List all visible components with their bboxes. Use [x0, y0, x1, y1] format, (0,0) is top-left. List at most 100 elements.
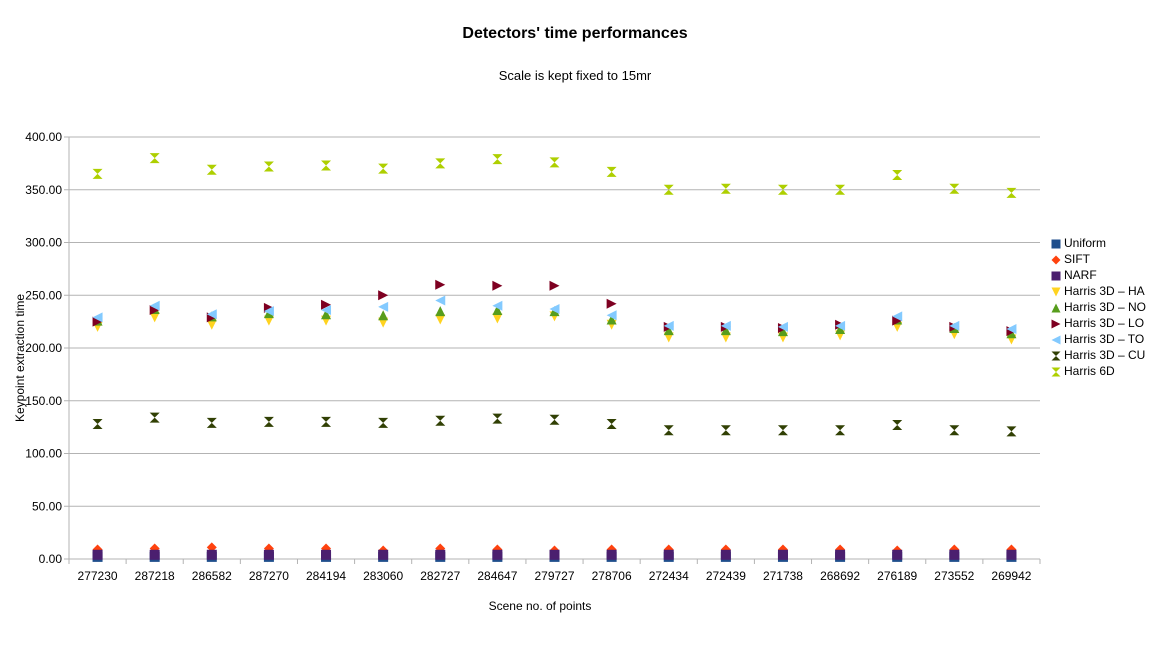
data-point-harris-6d — [435, 158, 446, 169]
data-point-harris-6d — [777, 184, 788, 195]
data-point-harris-3d-cu — [321, 416, 332, 427]
data-point-harris-3d-no — [720, 325, 731, 336]
x-tick-label: 269942 — [991, 569, 1031, 583]
data-point-harris-3d-ha — [492, 313, 503, 324]
y-tick-label: 50.00 — [32, 499, 62, 513]
data-point-harris-3d-to — [835, 320, 846, 331]
data-point-harris-6d — [263, 161, 274, 172]
data-point-narf — [321, 549, 332, 560]
data-point-narf — [378, 549, 389, 560]
data-point-harris-3d-cu — [949, 425, 960, 436]
data-point-narf — [663, 549, 674, 560]
legend-label: Harris 3D – CU — [1064, 348, 1146, 362]
data-point-harris-3d-cu — [892, 420, 903, 431]
data-point-harris-3d-no — [663, 325, 674, 336]
data-point-harris-3d-to — [777, 321, 788, 332]
legend-item-harris-3d-lo: Harris 3D – LO — [1050, 315, 1150, 331]
data-point-narf — [435, 549, 446, 560]
data-point-harris-6d — [378, 163, 389, 174]
legend-marker-harris-3d-to — [1051, 335, 1061, 344]
data-point-harris-3d-no — [378, 310, 389, 321]
legend: Uniform SIFT NARF Harris 3D – HA Harris 3D –… — [1050, 235, 1150, 379]
legend-label: Harris 3D – LO — [1064, 316, 1145, 330]
data-point-harris-3d-to — [435, 295, 446, 306]
legend-label: Harris 3D – NO — [1064, 300, 1147, 314]
legend-label: Harris 3D – TO — [1064, 332, 1145, 346]
data-point-harris-3d-to — [606, 310, 617, 321]
legend-label: Harris 6D — [1064, 364, 1115, 378]
legend-marker-uniform — [1051, 239, 1061, 248]
data-point-harris-6d — [492, 154, 503, 165]
legend-item-harris-3d-no: Harris 3D – NO — [1050, 299, 1150, 315]
x-tick-label: 278706 — [592, 569, 632, 583]
data-point-harris-3d-to — [492, 300, 503, 311]
data-point-harris-3d-lo — [606, 298, 617, 309]
data-point-harris-6d — [1006, 187, 1017, 198]
data-point-harris-3d-cu — [1006, 426, 1017, 437]
data-point-harris-6d — [149, 153, 160, 164]
data-point-harris-3d-to — [92, 312, 103, 323]
data-point-harris-3d-lo — [435, 279, 446, 290]
data-point-harris-3d-cu — [378, 417, 389, 428]
data-point-harris-6d — [606, 166, 617, 177]
y-tick-label: 300.00 — [25, 236, 62, 250]
data-point-narf — [263, 549, 274, 560]
data-point-narf — [835, 549, 846, 560]
data-point-harris-6d — [549, 157, 560, 168]
data-point-harris-6d — [835, 184, 846, 195]
data-point-harris-3d-cu — [206, 417, 217, 428]
legend-label: Harris 3D – HA — [1064, 284, 1145, 298]
data-point-harris-3d-cu — [149, 412, 160, 423]
x-tick-label: 284194 — [306, 569, 346, 583]
y-axis-label: Keypoint extraction time — [13, 293, 27, 423]
data-point-harris-3d-to — [549, 303, 560, 314]
x-tick-label: 272439 — [706, 569, 746, 583]
legend-item-harris-3d-to: Harris 3D – TO — [1050, 331, 1150, 347]
x-tick-label: 279727 — [534, 569, 574, 583]
data-point-narf — [606, 549, 617, 560]
data-point-harris-6d — [92, 168, 103, 179]
data-point-harris-6d — [720, 183, 731, 194]
data-point-narf — [549, 549, 560, 560]
y-tick-label: 350.00 — [25, 183, 62, 197]
data-point-harris-3d-to — [378, 301, 389, 312]
data-point-narf — [720, 549, 731, 560]
data-point-harris-6d — [892, 169, 903, 180]
legend-item-harris-3d-cu: Harris 3D – CU — [1050, 347, 1150, 363]
legend-marker-harris-3d-no — [1051, 303, 1061, 312]
data-point-narf — [206, 549, 217, 560]
data-point-narf — [777, 549, 788, 560]
data-point-harris-3d-to — [149, 300, 160, 311]
x-tick-label: 286582 — [192, 569, 232, 583]
data-point-harris-3d-lo — [149, 305, 160, 316]
y-tick-label: 200.00 — [25, 341, 62, 355]
data-point-harris-3d-no — [835, 324, 846, 335]
x-tick-label: 287218 — [135, 569, 175, 583]
legend-marker-harris-6d — [1051, 367, 1061, 376]
data-point-harris-3d-lo — [492, 280, 503, 291]
data-point-harris-3d-no — [321, 309, 332, 320]
x-tick-label: 277230 — [78, 569, 118, 583]
data-point-harris-3d-to — [892, 311, 903, 322]
data-point-harris-3d-cu — [663, 425, 674, 436]
data-point-harris-3d-cu — [435, 415, 446, 426]
data-point-harris-3d-lo — [892, 315, 903, 326]
data-point-harris-6d — [206, 164, 217, 175]
x-tick-label: 272434 — [649, 569, 689, 583]
y-tick-label: 150.00 — [25, 394, 62, 408]
data-point-narf — [949, 549, 960, 560]
data-point-harris-3d-to — [663, 320, 674, 331]
data-point-harris-3d-to — [1006, 324, 1017, 335]
legend-item-harris-3d-ha: Harris 3D – HA — [1050, 283, 1150, 299]
data-point-harris-3d-ha — [206, 319, 217, 330]
legend-marker-harris-3d-ha — [1051, 287, 1061, 296]
legend-marker-narf — [1051, 271, 1061, 280]
data-point-harris-3d-no — [777, 326, 788, 337]
chart-title: Detectors' time performances — [462, 25, 688, 42]
data-point-harris-3d-lo — [549, 280, 560, 291]
data-point-harris-3d-to — [720, 320, 731, 331]
data-point-harris-3d-no — [492, 305, 503, 316]
data-point-harris-3d-no — [606, 314, 617, 325]
